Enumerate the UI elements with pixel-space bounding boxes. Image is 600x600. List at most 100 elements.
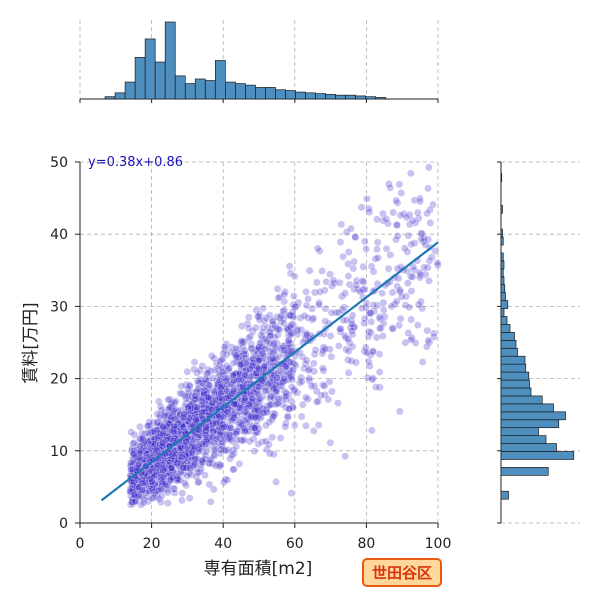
scatter-point bbox=[356, 288, 365, 296]
scatter-point bbox=[404, 279, 412, 288]
scatter-point bbox=[268, 349, 277, 357]
scatter-point bbox=[196, 375, 205, 384]
scatter-point bbox=[198, 362, 207, 370]
scatter-point bbox=[386, 183, 395, 192]
scatter-point bbox=[182, 437, 191, 446]
scatter-point bbox=[222, 376, 231, 385]
right-hist-bar bbox=[500, 387, 532, 397]
scatter-point bbox=[304, 295, 312, 303]
ward-badge-label: 世田谷区 bbox=[372, 564, 432, 582]
scatter-point bbox=[418, 358, 427, 366]
scatter-point bbox=[162, 422, 171, 431]
right-hist-bar bbox=[500, 300, 509, 309]
top-hist-bar bbox=[375, 97, 387, 100]
right-hist-bar bbox=[500, 490, 509, 500]
scatter-point bbox=[388, 325, 397, 333]
scatter-point bbox=[228, 416, 236, 424]
scatter-point bbox=[299, 400, 307, 409]
scatter-point bbox=[240, 394, 249, 402]
scatter-point bbox=[348, 330, 357, 339]
scatter-point bbox=[138, 475, 146, 484]
top-hist-bar bbox=[325, 94, 336, 100]
scatter-point bbox=[191, 392, 200, 400]
top-hist-bar bbox=[345, 94, 357, 100]
top-hist-bar bbox=[285, 90, 296, 100]
scatter-point bbox=[245, 437, 254, 446]
scatter-point bbox=[259, 408, 268, 417]
scatter-point bbox=[327, 352, 336, 361]
scatter-point bbox=[222, 350, 231, 359]
top-hist-bar bbox=[305, 92, 316, 100]
scatter-point bbox=[401, 301, 410, 309]
scatter-point bbox=[290, 421, 299, 430]
scatter-point bbox=[225, 364, 234, 373]
right-hist-bar bbox=[500, 443, 557, 452]
scatter-point bbox=[416, 197, 424, 206]
scatter-point bbox=[259, 304, 267, 313]
scatter-point bbox=[321, 304, 330, 313]
scatter-point bbox=[375, 350, 384, 358]
scatter-point bbox=[250, 447, 259, 456]
scatter-point bbox=[285, 262, 294, 271]
scatter-point bbox=[270, 450, 278, 459]
scatter-point bbox=[194, 446, 203, 455]
scatter-point bbox=[373, 245, 381, 254]
scatter-point bbox=[324, 395, 333, 404]
scatter-point bbox=[426, 219, 435, 227]
scatter-point bbox=[250, 424, 259, 432]
top-hist-bar bbox=[265, 87, 276, 100]
scatter-point bbox=[373, 238, 382, 247]
scatter-point bbox=[209, 438, 218, 447]
scatter-point bbox=[241, 372, 250, 380]
scatter-point bbox=[373, 215, 381, 224]
scatter-point bbox=[316, 288, 324, 296]
scatter-point bbox=[212, 461, 220, 470]
scatter-point bbox=[327, 308, 336, 317]
right-hist-bar bbox=[500, 403, 554, 413]
scatter-point bbox=[265, 449, 274, 458]
right-hist-bar bbox=[500, 284, 506, 294]
scatter-point bbox=[254, 390, 263, 399]
top-hist-bar bbox=[235, 83, 246, 100]
scatter-point bbox=[317, 391, 326, 400]
scatter-point bbox=[424, 184, 432, 193]
top-hist-bar bbox=[365, 96, 377, 100]
scatter-point bbox=[286, 322, 295, 331]
scatter-point bbox=[427, 253, 436, 262]
y-axis-label: 賃料[万円] bbox=[21, 302, 41, 383]
scatter-point bbox=[402, 213, 411, 222]
x-tick-label: 40 bbox=[214, 536, 232, 552]
scatter-point bbox=[359, 262, 368, 271]
scatter-point bbox=[158, 439, 167, 448]
scatter-point bbox=[423, 326, 432, 335]
scatter-point bbox=[290, 272, 299, 281]
scatter-point bbox=[131, 452, 140, 461]
x-tick-label: 80 bbox=[357, 536, 375, 552]
y-tick-label: 10 bbox=[50, 444, 68, 460]
scatter-point bbox=[244, 313, 253, 322]
scatter-point bbox=[322, 277, 331, 286]
scatter-point bbox=[209, 485, 218, 494]
ward-badge: 世田谷区 bbox=[362, 558, 442, 587]
scatter-point bbox=[265, 379, 274, 387]
scatter-point bbox=[341, 452, 349, 461]
scatter-point bbox=[210, 366, 219, 374]
scatter-point bbox=[362, 245, 370, 254]
scatter-point bbox=[344, 248, 353, 256]
y-tick-label: 50 bbox=[50, 155, 68, 171]
x-tick-label: 0 bbox=[76, 536, 85, 552]
right-hist-bar bbox=[500, 308, 505, 317]
scatter-point bbox=[229, 411, 238, 419]
top-hist-bar bbox=[355, 95, 367, 100]
scatter-point bbox=[218, 395, 226, 403]
scatter-point bbox=[232, 344, 240, 353]
scatter-point bbox=[286, 269, 295, 278]
scatter-point bbox=[220, 478, 228, 487]
scatter-point bbox=[177, 453, 186, 461]
scatter-point bbox=[369, 301, 378, 309]
top-hist-bar bbox=[114, 92, 126, 100]
scatter-point bbox=[131, 497, 140, 505]
top-hist-bar bbox=[124, 81, 136, 100]
scatter-point bbox=[184, 403, 193, 412]
scatter-point bbox=[350, 257, 358, 266]
